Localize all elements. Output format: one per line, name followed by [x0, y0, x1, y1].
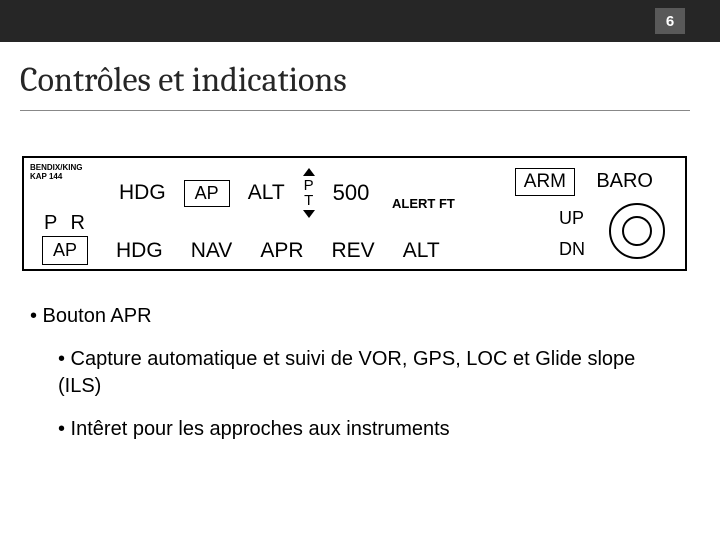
page-number: 6: [655, 8, 685, 34]
display-row: HDG AP ALT P T 500: [119, 168, 369, 218]
rev-button[interactable]: REV: [332, 239, 375, 263]
pr-label: P R: [44, 212, 89, 235]
altitude-value: 500: [333, 180, 370, 206]
up-down-labels: UP DN: [559, 208, 585, 260]
triangle-up-icon: [303, 168, 315, 176]
nav-button[interactable]: NAV: [191, 239, 233, 263]
pitch-trim-indicator: P T: [303, 168, 315, 218]
alert-ft-label: ALERT FT: [392, 196, 455, 211]
apr-button[interactable]: APR: [260, 239, 303, 263]
header-bar: 6: [0, 0, 720, 42]
alt-indicator: ALT: [248, 181, 285, 205]
ap-button[interactable]: AP: [42, 236, 88, 265]
bullet-2: • Capture automatique et suivi de VOR, G…: [58, 346, 670, 400]
title-underline: [20, 110, 690, 111]
triangle-down-icon: [303, 210, 315, 218]
alt-button[interactable]: ALT: [403, 239, 440, 263]
autopilot-panel: BENDIX/KING KAP 144 HDG AP ALT P T 500 A…: [22, 156, 687, 271]
brand-line2: KAP 144: [30, 172, 62, 181]
bullet-3: • Intêret pour les approches aux instrum…: [58, 418, 670, 441]
up-label: UP: [559, 208, 585, 229]
hdg-button[interactable]: HDG: [116, 239, 163, 263]
brand-label: BENDIX/KING KAP 144: [30, 164, 82, 182]
page-title: Contrôles et indications: [20, 60, 720, 100]
hdg-indicator: HDG: [119, 181, 166, 205]
t-label: T: [304, 193, 313, 208]
baro-knob[interactable]: [609, 203, 665, 259]
brand-line1: BENDIX/KING: [30, 163, 82, 172]
ap-indicator: AP: [184, 180, 230, 207]
arm-indicator: ARM: [515, 168, 575, 196]
p-label: P: [304, 178, 314, 193]
bullet-1: • Bouton APR: [30, 305, 670, 328]
button-row: AP HDG NAV APR REV ALT: [42, 236, 440, 265]
dn-label: DN: [559, 239, 585, 260]
baro-label: BARO: [596, 170, 653, 193]
bullet-list: • Bouton APR • Capture automatique et su…: [30, 305, 670, 441]
baro-knob-inner: [622, 216, 652, 246]
